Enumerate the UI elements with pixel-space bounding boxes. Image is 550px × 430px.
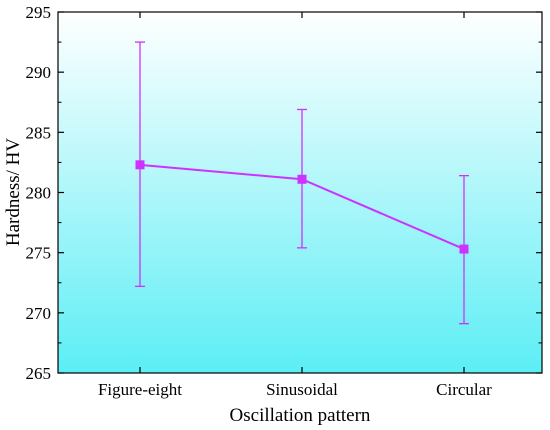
y-tick-label: 295 [26,3,52,22]
y-axis-title: Hardness/ HV [3,138,24,246]
data-point [459,244,469,254]
y-tick-label: 280 [26,184,52,203]
y-tick-label: 265 [26,364,52,383]
y-axis: 265 270 275 280 285 290 295 [26,3,542,383]
y-tick-label: 275 [26,244,52,263]
plot-area-background [58,12,542,373]
y-tick-label: 285 [26,123,52,142]
data-point [135,160,145,170]
x-tick-label: Sinusoidal [266,380,338,399]
x-axis: Figure-eight Sinusoidal Circular [98,12,492,399]
y-tick-label: 290 [26,63,52,82]
plot-frame [57,11,543,374]
x-tick-label: Figure-eight [98,380,182,399]
data-markers [135,160,469,254]
x-axis-title: Oscillation pattern [230,405,371,426]
x-tick-label: Circular [436,380,492,399]
y-tick-label: 270 [26,304,52,323]
data-point [297,174,307,184]
